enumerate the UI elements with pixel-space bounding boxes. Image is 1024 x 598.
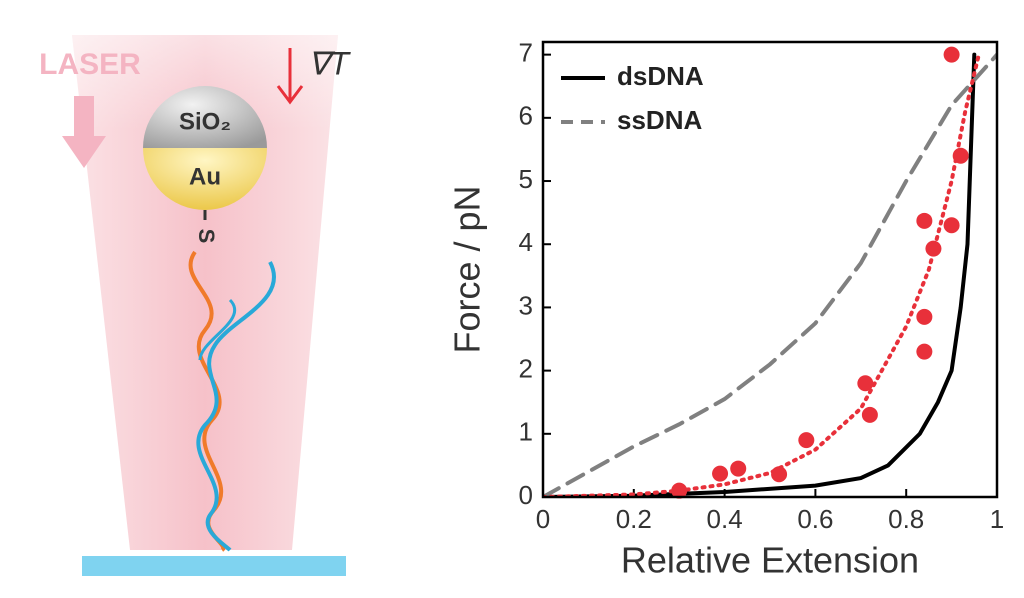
series-line xyxy=(543,52,977,497)
y-tick-label: 0 xyxy=(519,480,533,510)
data-point xyxy=(861,406,878,423)
data-point xyxy=(712,465,729,482)
gold-core xyxy=(143,148,267,210)
linker-label: S xyxy=(194,229,219,244)
laser-label: LASER xyxy=(39,48,141,81)
data-point xyxy=(671,482,688,499)
diagram: LASER ∇T SiO₂ Au S xyxy=(39,35,351,576)
y-tick-label: 1 xyxy=(519,417,533,447)
data-point xyxy=(943,46,960,63)
gradient-arrow xyxy=(276,48,304,105)
y-tick-label: 5 xyxy=(519,164,533,194)
y-tick-label: 4 xyxy=(519,227,533,257)
silica-shell xyxy=(143,86,267,148)
x-axis-label: Relative Extension xyxy=(621,540,919,581)
data-point xyxy=(857,375,874,392)
y-tick-label: 3 xyxy=(519,290,533,320)
x-tick-label: 0.2 xyxy=(616,504,652,534)
dna-strand xyxy=(198,298,237,361)
data-point xyxy=(730,460,747,477)
y-axis-label: Force / pN xyxy=(447,185,488,353)
y-tick-label: 7 xyxy=(519,38,533,68)
substrate xyxy=(82,556,346,576)
y-tick-label: 6 xyxy=(519,101,533,131)
dna-strand xyxy=(196,261,276,552)
data-point xyxy=(798,432,815,449)
x-tick-label: 1 xyxy=(990,504,1004,534)
data-point xyxy=(952,147,969,164)
x-tick-label: 0 xyxy=(536,504,550,534)
x-tick-label: 0.6 xyxy=(797,504,833,534)
plot-frame xyxy=(541,40,999,499)
legend-label: ssDNA xyxy=(617,105,702,135)
y-tick-label: 2 xyxy=(519,353,533,383)
series-line xyxy=(543,52,997,497)
fit-line xyxy=(543,52,981,497)
data-point xyxy=(916,343,933,360)
gradient-label: ∇T xyxy=(308,45,351,81)
x-tick-label: 0.8 xyxy=(888,504,924,534)
laser-arrow xyxy=(62,96,106,168)
shell-label: SiO₂ xyxy=(179,108,231,135)
data-point xyxy=(925,240,942,257)
plot: 0 0.2 0.4 0.6 0.8 1 0 1 2 3 4 5 6 7 Relative Extension… xyxy=(447,38,1005,581)
legend-label: dsDNA xyxy=(617,61,704,91)
beam-highlight xyxy=(72,35,338,130)
core-label: Au xyxy=(189,163,221,190)
x-tick-label: 0.4 xyxy=(707,504,743,534)
data-point xyxy=(771,466,788,483)
data-point xyxy=(916,308,933,325)
data-point xyxy=(916,212,933,229)
data-point xyxy=(943,217,960,234)
